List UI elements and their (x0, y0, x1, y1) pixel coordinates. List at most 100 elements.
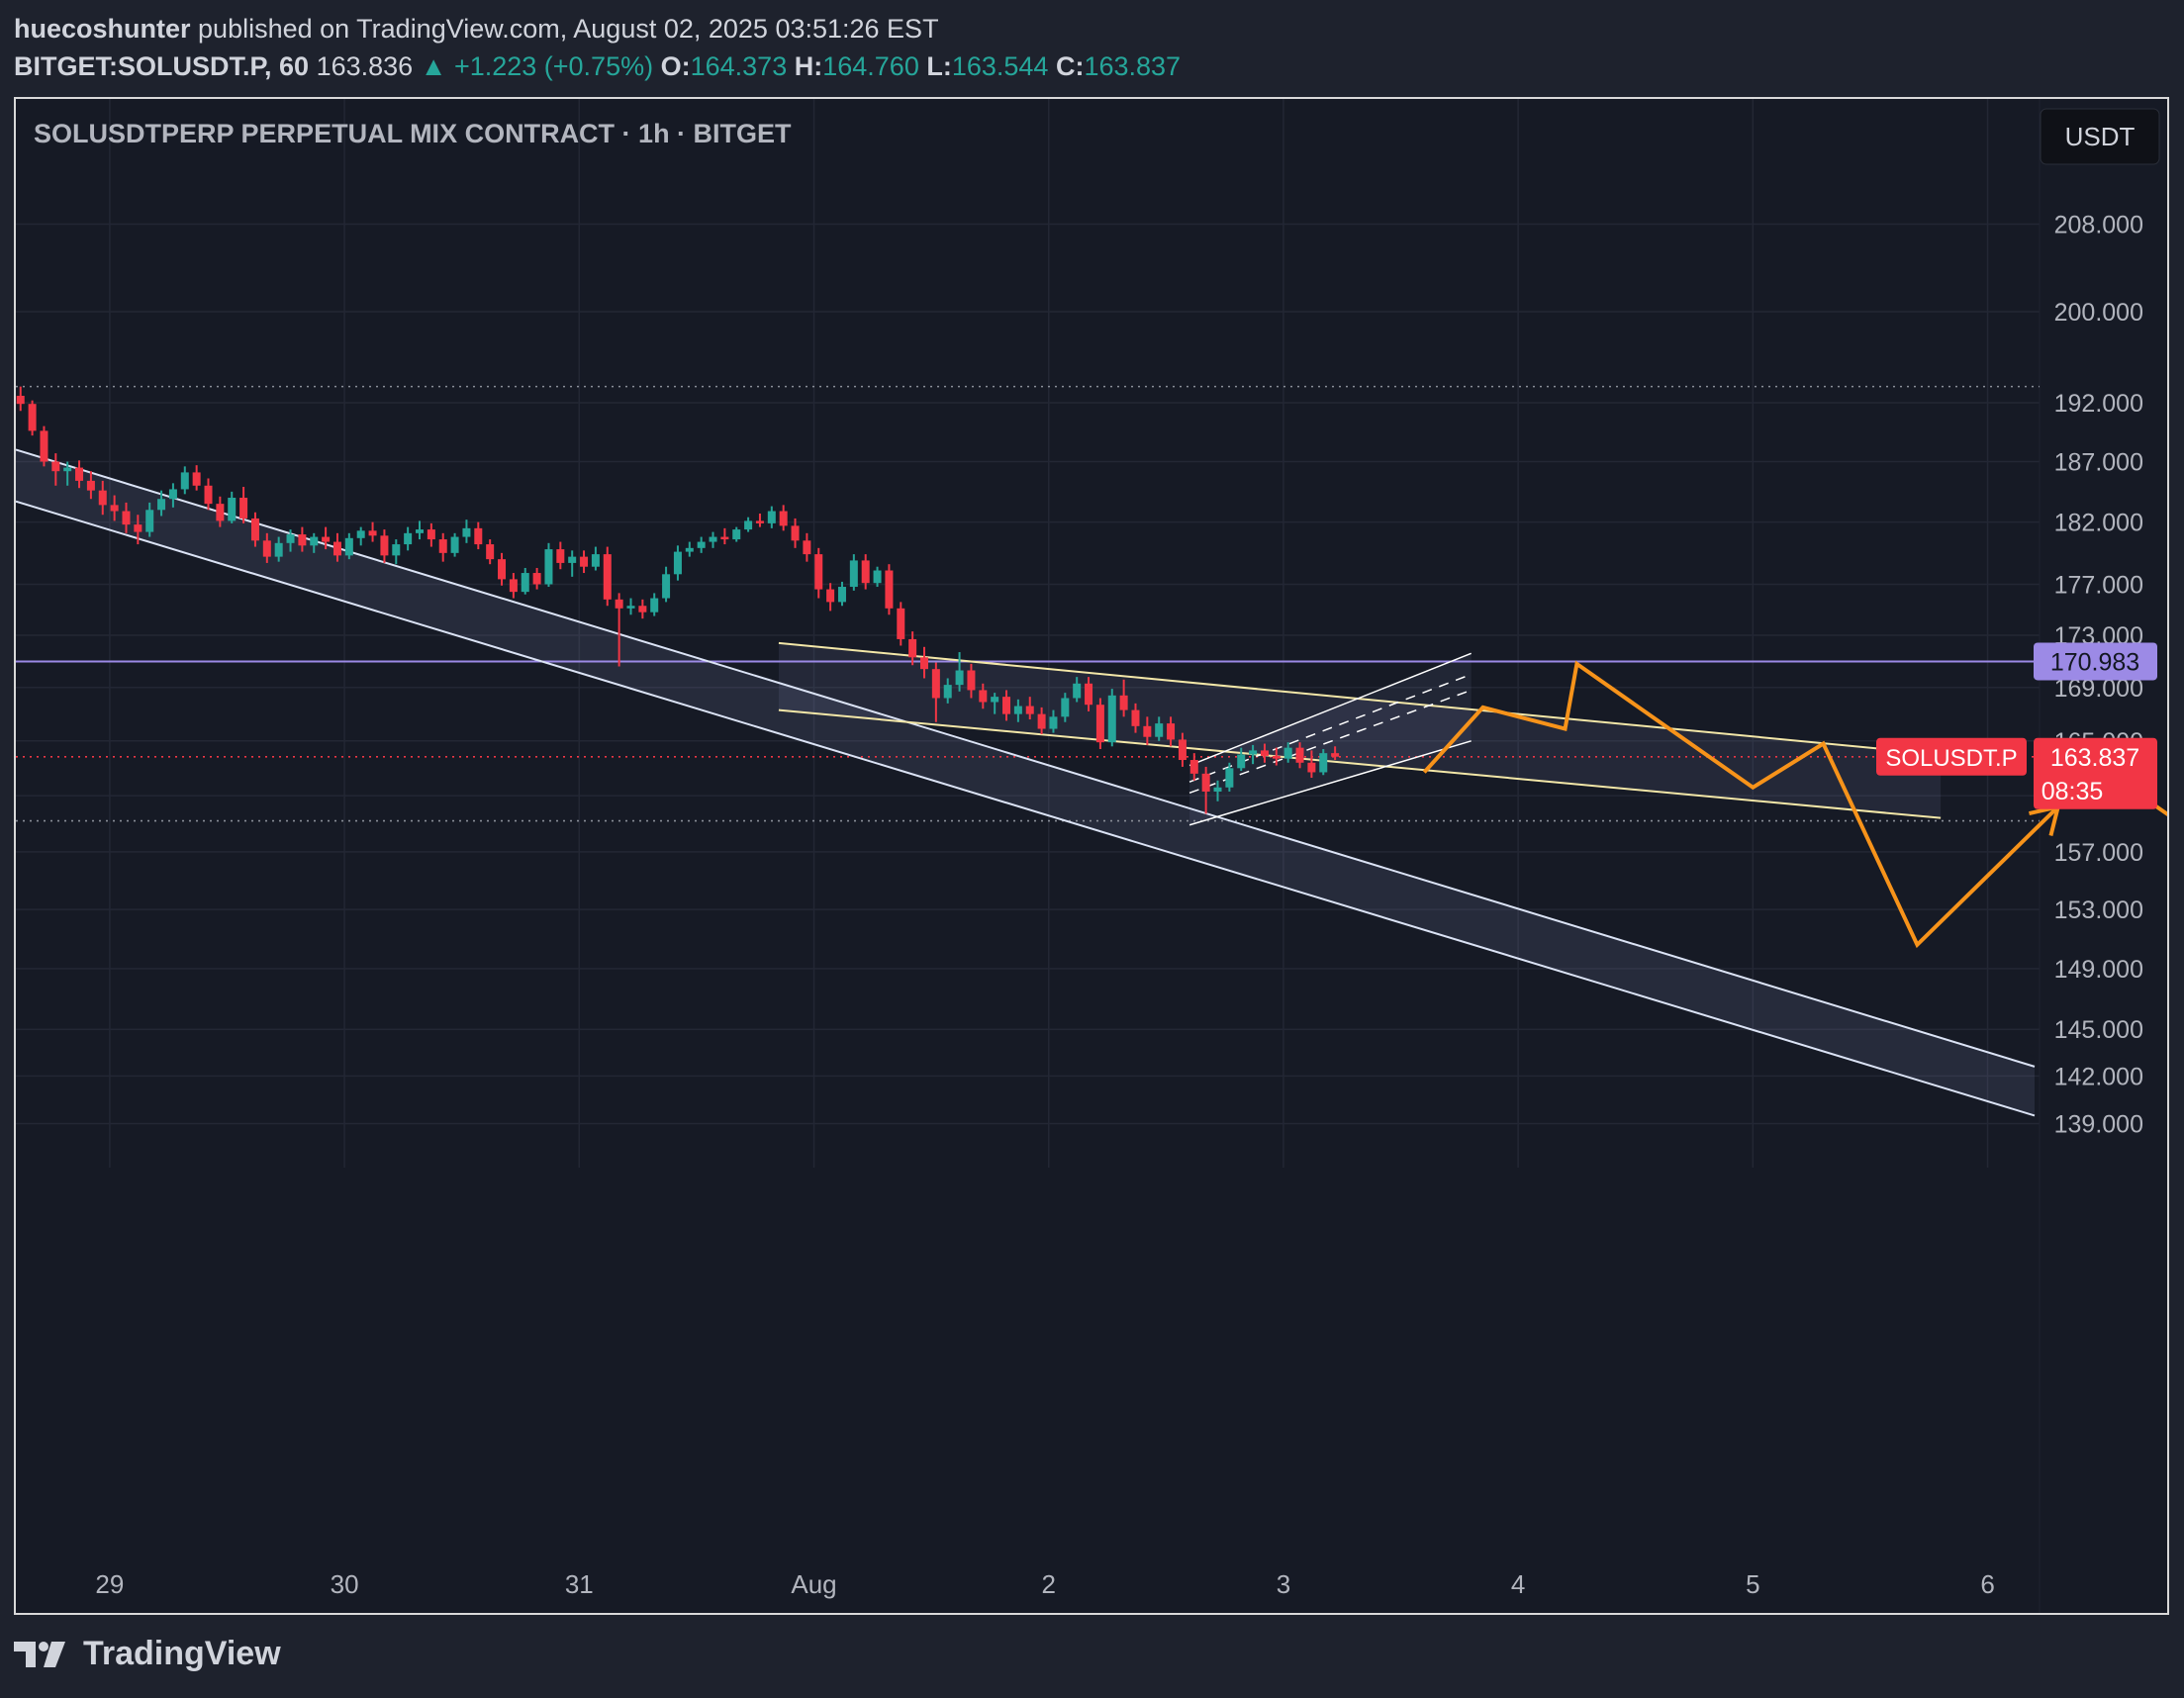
x-tick-label: 31 (565, 1569, 594, 1599)
candle-body (192, 472, 201, 486)
candle-body (1155, 723, 1164, 737)
candle-body (1025, 706, 1034, 714)
candle-body (216, 504, 225, 521)
chart-frame (14, 97, 2169, 1615)
currency-button-bg[interactable] (2040, 108, 2160, 165)
footer: TradingView (14, 1635, 281, 1673)
last-price: 163.836 (316, 51, 414, 81)
level-price-label: 170.983 (2034, 642, 2157, 681)
candle-body (650, 598, 659, 613)
price-change: ▲ +1.223 (+0.75%) (420, 51, 654, 81)
candle-body (638, 606, 647, 613)
last-price-value: 163.837 (2050, 744, 2139, 772)
last-price-label: SOLUSDT.P 163.837 08:35 (1876, 737, 2157, 809)
candle-body (1237, 754, 1246, 769)
last-price-bg (2034, 737, 2157, 809)
candle-body (873, 570, 882, 584)
candle-body (1249, 750, 1258, 755)
candle-body (744, 520, 753, 530)
x-tick-label: 4 (1511, 1569, 1525, 1599)
currency-button-label[interactable]: USDT (2065, 122, 2136, 151)
symbol-name: BITGET:SOLUSDT.P, 60 (14, 51, 310, 81)
y-tick-label: 157.000 (2054, 839, 2143, 867)
candle-body (779, 511, 788, 526)
candle-body (250, 518, 259, 541)
candle-body (908, 638, 917, 658)
published-text: published on TradingView.com, August 02,… (190, 14, 939, 44)
candle-body (344, 537, 353, 556)
candle-body (697, 541, 706, 548)
candle-body (626, 606, 635, 609)
candle-body (40, 430, 48, 462)
candle-body (1272, 755, 1281, 759)
candle-body (168, 489, 177, 500)
candle-body (861, 560, 870, 584)
candle-body (532, 573, 541, 585)
candle-body (591, 554, 600, 567)
y-tick-label: 149.000 (2054, 956, 2143, 984)
candle-body (122, 511, 131, 525)
candle-body (955, 670, 964, 686)
y-tick-label: 192.000 (2054, 390, 2143, 418)
candle-body (1143, 725, 1152, 737)
brand-name[interactable]: TradingView (83, 1635, 281, 1672)
candle-body (755, 520, 764, 523)
candle-body (556, 549, 565, 563)
candle-body (1085, 683, 1093, 706)
candle-body (274, 542, 283, 557)
candle-body (1283, 747, 1292, 759)
rising-flag-lower (1188, 740, 1472, 826)
candle-body (134, 524, 142, 532)
y-tick-label: 182.000 (2054, 510, 2143, 537)
candle-body (732, 529, 741, 540)
candle-body (427, 529, 435, 540)
candle-body (498, 559, 507, 580)
candle-body (615, 599, 623, 609)
candle-body (920, 657, 928, 670)
symbol-info: BITGET:SOLUSDT.P, 60 163.836 ▲ +1.223 (+… (14, 47, 1181, 85)
price-chart[interactable]: 208.000 200.000 192.000 187.000 182.000 177.0… (16, 99, 2167, 1613)
candle-body (709, 536, 717, 542)
candle-body (897, 608, 905, 639)
candle-body (368, 530, 377, 536)
y-tick-label: 142.000 (2054, 1063, 2143, 1090)
candle-body (157, 499, 166, 511)
candle-body (474, 527, 483, 545)
level-label-bg (2034, 642, 2157, 681)
x-tick-label: 3 (1277, 1569, 1290, 1599)
descending-channel-fill (16, 449, 2035, 1116)
x-tick-label: Aug (791, 1569, 836, 1599)
tradingview-logo-icon (14, 1641, 65, 1667)
candle-body (931, 669, 940, 699)
open-label: O: (660, 51, 691, 81)
descending-channel-lower (16, 500, 2036, 1117)
candle-body (720, 536, 729, 540)
candle-body (1295, 747, 1304, 763)
candle-body (1331, 753, 1340, 757)
x-tick-label: 6 (1980, 1569, 1994, 1599)
publish-header: huecoshunter published on TradingView.co… (14, 10, 1181, 85)
level-label-value: 170.983 (2050, 648, 2139, 676)
candle-body (1178, 739, 1187, 761)
symbol-tag: SOLUSDT.P (1885, 745, 2017, 772)
candle-body (1061, 698, 1070, 717)
x-tick-label: 2 (1041, 1569, 1055, 1599)
candle-body (967, 670, 976, 691)
symbol-tag-bg (1876, 737, 2027, 776)
candle-body (1319, 753, 1328, 773)
candle-body (1037, 713, 1046, 729)
candle-body (28, 404, 37, 431)
candle-body (145, 510, 154, 532)
open-value: 164.373 (690, 51, 788, 81)
candle-body (803, 540, 811, 555)
candle-body (979, 690, 988, 703)
author-name[interactable]: huecoshunter (14, 14, 191, 44)
candle-body (1073, 683, 1082, 699)
high-value: 164.760 (822, 51, 919, 81)
candle-body (991, 697, 999, 703)
currency-button[interactable]: USDT (2040, 108, 2160, 165)
candle-body (75, 467, 84, 481)
close-label: C: (1055, 51, 1085, 81)
yellow-channel-lower (778, 708, 1942, 819)
chart-title: SOLUSDTPERP PERPETUAL MIX CONTRACT · 1h … (34, 119, 792, 148)
